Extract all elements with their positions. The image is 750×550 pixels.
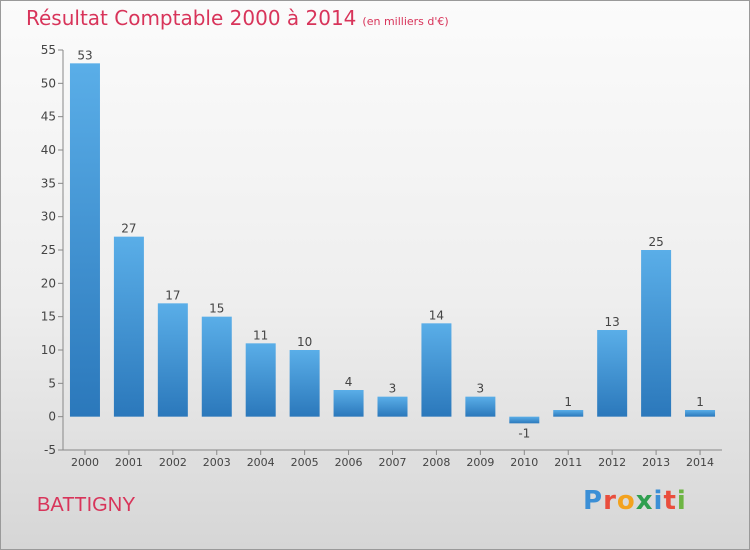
chart-title: Résultat Comptable 2000 à 2014 (en millie… [26, 6, 449, 30]
data-label: -1 [518, 426, 530, 440]
logo-letter: P [583, 486, 604, 516]
x-tick-label: 2003 [203, 456, 231, 469]
bar [113, 236, 144, 417]
data-label: 3 [389, 382, 397, 396]
bar [685, 410, 716, 417]
data-label: 13 [605, 315, 620, 329]
y-tick-label: 5 [48, 376, 56, 390]
data-label: 4 [345, 375, 353, 389]
unit-label: (en milliers d'€) [362, 15, 449, 28]
y-tick-label: 40 [41, 143, 56, 157]
bar [597, 330, 628, 417]
logo-letter: i [676, 486, 687, 516]
x-tick-label: 2005 [291, 456, 319, 469]
x-tick-label: 2010 [510, 456, 538, 469]
y-tick-label: 35 [41, 176, 56, 190]
y-tick-label: 45 [41, 110, 56, 124]
bar [641, 250, 672, 417]
logo-letter: o [616, 486, 636, 516]
y-axis: -5 0 5 10 15 20 25 30 35 40 45 50 55 [41, 43, 64, 457]
bars: 53 27 17 15 11 10 4 3 14 3 -1 1 13 25 1 [69, 48, 716, 440]
x-tick-label: 2009 [466, 456, 494, 469]
y-tick-label: 10 [41, 343, 56, 357]
proxiti-logo: Proxiti [583, 486, 687, 516]
y-tick-label: 30 [41, 210, 56, 224]
logo-letter: x [635, 486, 654, 516]
data-label: 25 [648, 235, 663, 249]
x-tick-label: 2000 [71, 456, 99, 469]
data-label: 14 [429, 308, 444, 322]
data-label: 17 [165, 288, 180, 302]
bar [201, 316, 232, 417]
y-tick-label: 0 [48, 410, 56, 424]
bar [333, 390, 364, 417]
bar [69, 63, 100, 417]
data-label: 3 [477, 382, 485, 396]
data-label: 11 [253, 328, 268, 342]
y-tick-label: -5 [44, 443, 56, 457]
bar [289, 350, 320, 417]
y-tick-label: 55 [41, 43, 56, 57]
x-tick-label: 2014 [686, 456, 714, 469]
data-label: 1 [696, 395, 704, 409]
bar [245, 343, 276, 417]
x-tick-label: 2011 [554, 456, 582, 469]
data-label: 15 [209, 302, 224, 316]
y-tick-label: 15 [41, 310, 56, 324]
data-label: 1 [564, 395, 572, 409]
x-tick-label: 2006 [335, 456, 363, 469]
logo-letter: r [603, 486, 617, 516]
x-tick-label: 2004 [247, 456, 275, 469]
data-label: 27 [121, 222, 136, 236]
bar [553, 410, 584, 417]
x-tick-label: 2002 [159, 456, 187, 469]
data-label: 10 [297, 335, 312, 349]
bar [509, 416, 540, 424]
bar [377, 396, 408, 417]
bar [465, 396, 496, 417]
x-tick-label: 2007 [379, 456, 407, 469]
logo-letter: t [663, 486, 677, 516]
title-text: Résultat Comptable 2000 à 2014 [26, 6, 357, 30]
x-tick-label: 2012 [598, 456, 626, 469]
y-tick-label: 20 [41, 276, 56, 290]
y-tick-label: 50 [41, 76, 56, 90]
bar [157, 303, 188, 417]
x-axis: 2000 2001 2002 2003 2004 2005 2006 2007 2008 2009… [63, 449, 722, 469]
data-label: 53 [77, 48, 92, 62]
y-tick-label: 25 [41, 243, 56, 257]
x-tick-label: 2013 [642, 456, 670, 469]
logo-letter: i [653, 486, 664, 516]
bar [421, 323, 452, 417]
x-tick-label: 2008 [422, 456, 450, 469]
place-name: BATTIGNY [37, 494, 136, 516]
x-tick-label: 2001 [115, 456, 143, 469]
